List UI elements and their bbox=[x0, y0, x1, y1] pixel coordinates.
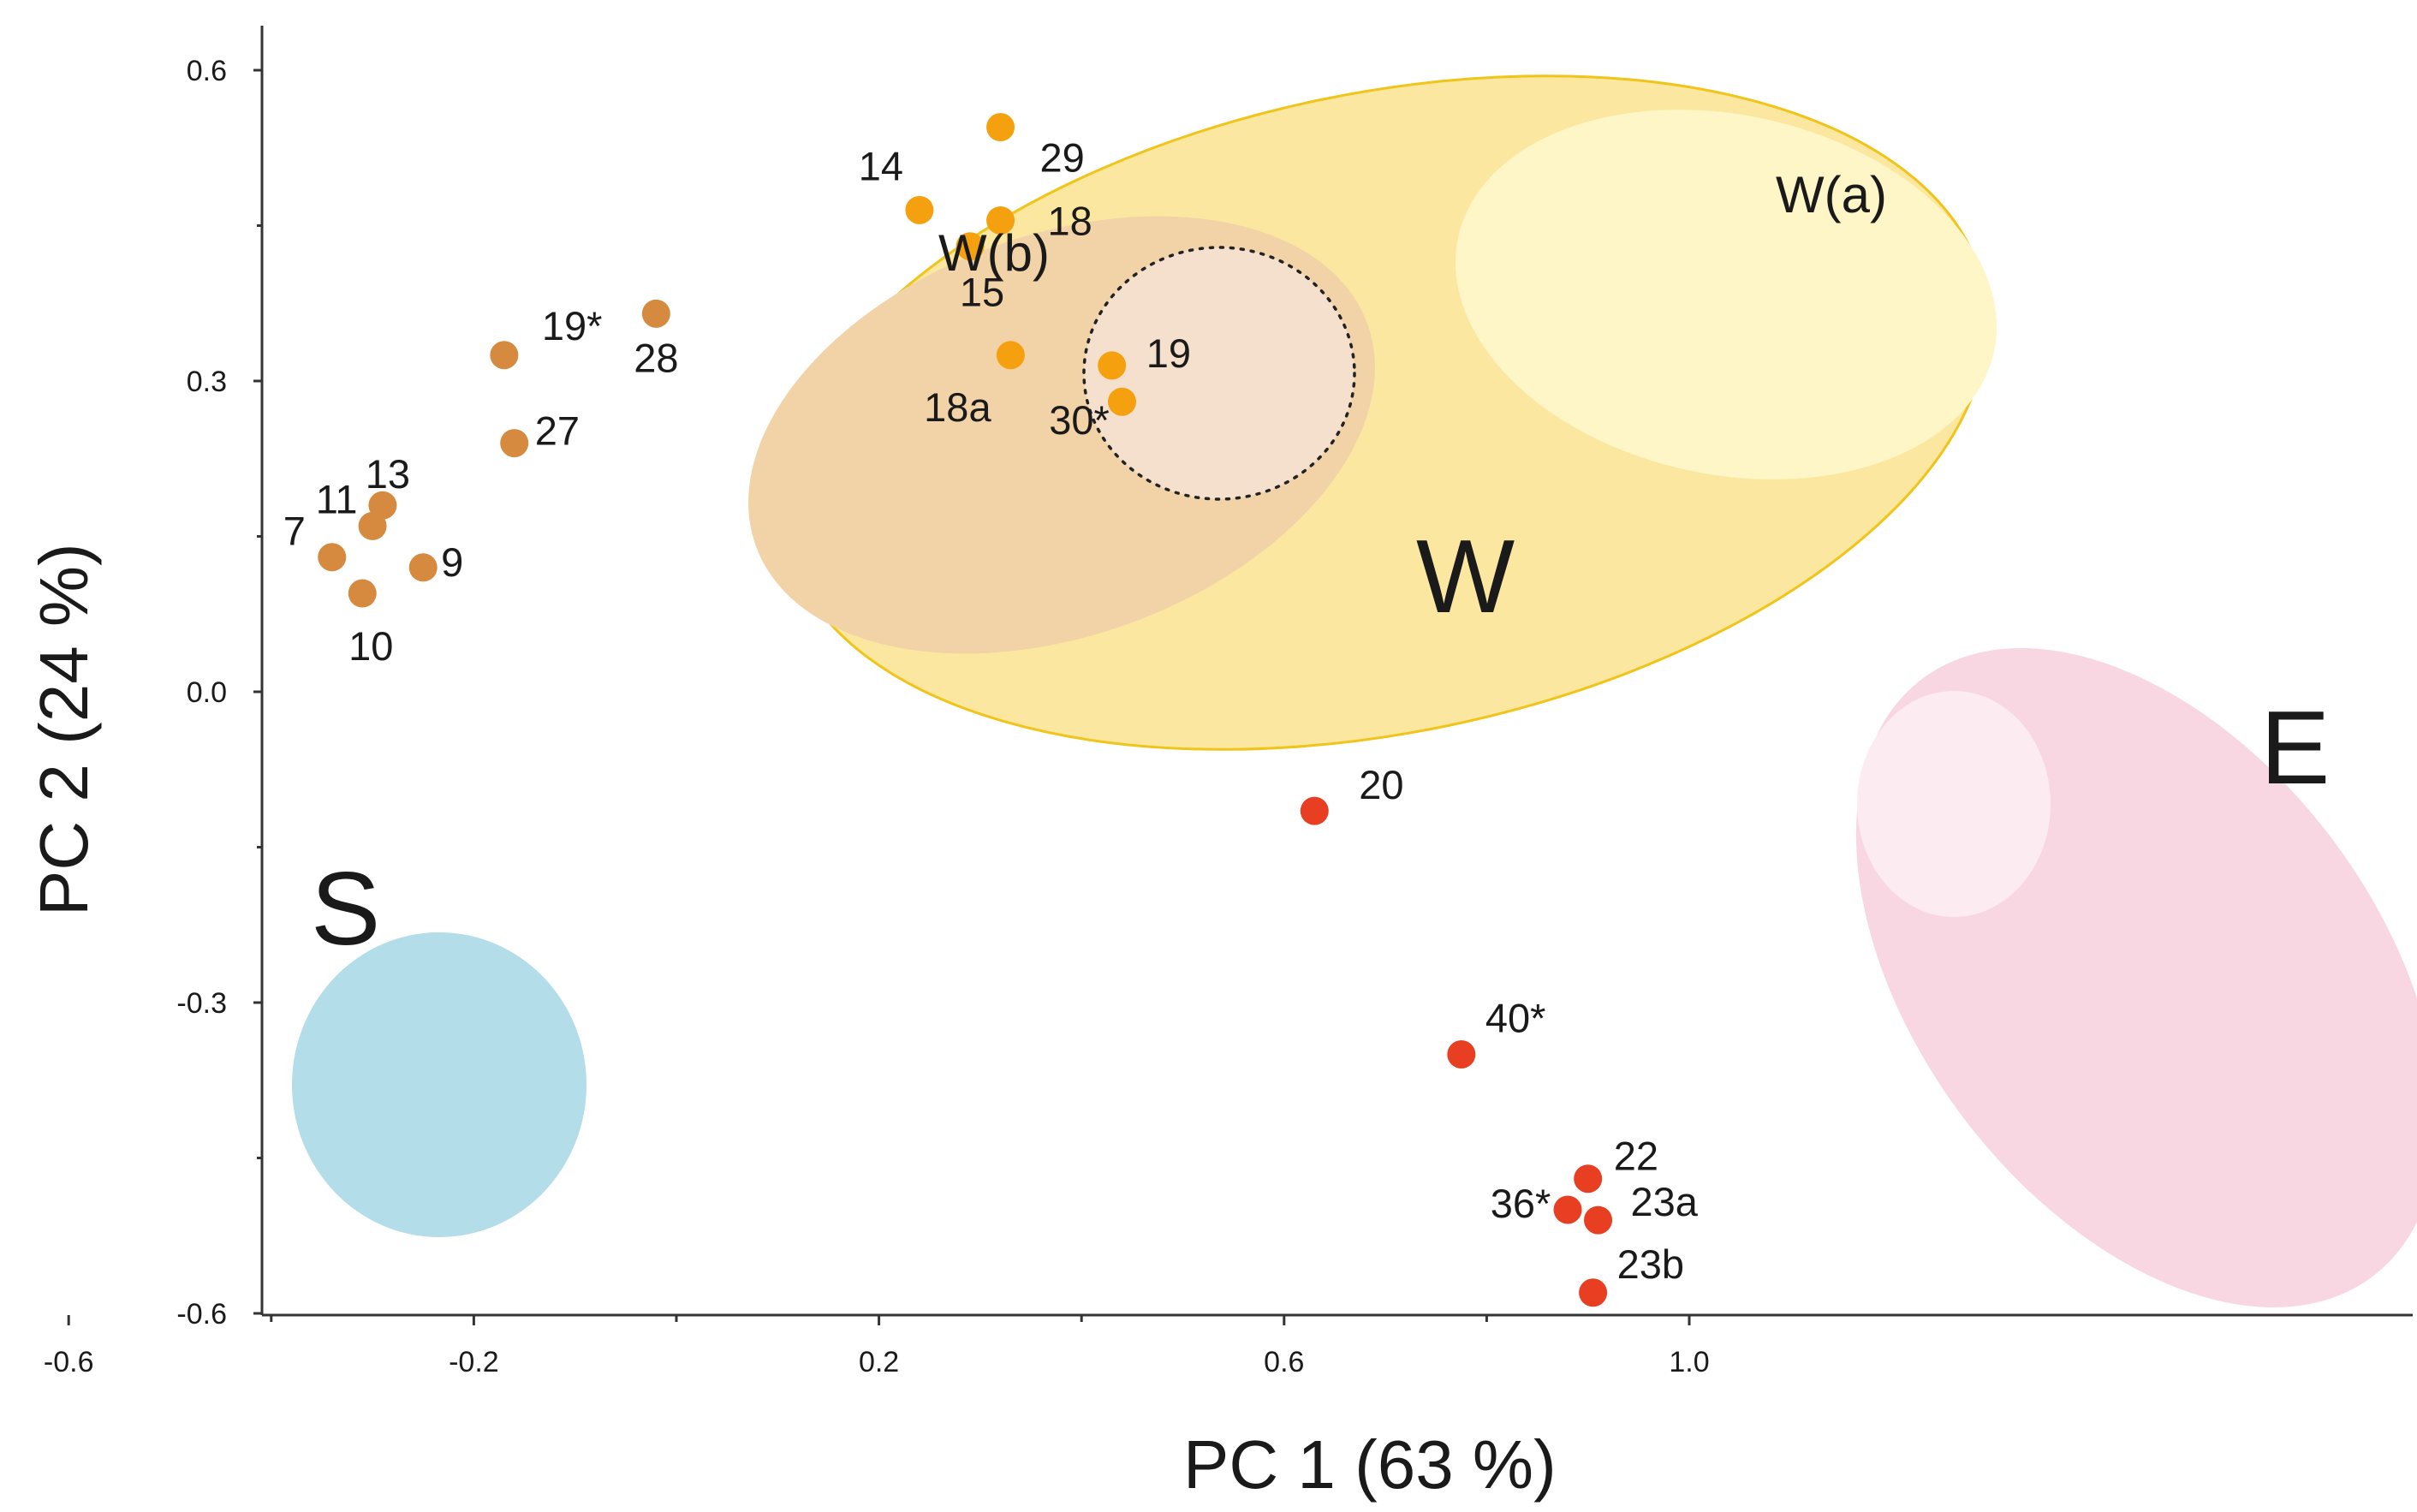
x-axis-title: PC 1 (63 %) bbox=[1183, 1426, 1557, 1503]
data-point bbox=[996, 341, 1025, 370]
y-tick-label: -0.6 bbox=[176, 1298, 227, 1330]
data-point bbox=[348, 579, 377, 608]
cluster-region-e-inner bbox=[1857, 691, 2051, 917]
point-label: 23a bbox=[1631, 1179, 1699, 1224]
point-label: 28 bbox=[634, 335, 678, 380]
data-point bbox=[318, 543, 347, 572]
group-label-w: W bbox=[1416, 518, 1515, 634]
point-label: 36* bbox=[1491, 1181, 1551, 1226]
data-point bbox=[641, 299, 670, 328]
x-tick-label: 0.2 bbox=[859, 1346, 899, 1378]
point-label: 20 bbox=[1359, 762, 1403, 807]
point-label: 40* bbox=[1485, 996, 1546, 1041]
data-point bbox=[1584, 1205, 1613, 1235]
cluster-region-e bbox=[1855, 648, 2417, 1307]
data-point bbox=[905, 195, 934, 224]
data-point bbox=[1574, 1164, 1603, 1194]
point-label: 23b bbox=[1617, 1241, 1684, 1287]
data-point bbox=[1300, 796, 1329, 825]
point-label: 14 bbox=[859, 143, 903, 188]
point-label: 18 bbox=[1048, 198, 1092, 243]
data-point bbox=[986, 205, 1015, 235]
x-tick-label: -0.2 bbox=[449, 1346, 499, 1378]
group-label-e: E bbox=[2260, 689, 2330, 806]
data-point bbox=[408, 553, 438, 582]
data-point bbox=[986, 113, 1015, 142]
point-label: 18a bbox=[924, 384, 991, 430]
data-point bbox=[1108, 387, 1137, 416]
data-point bbox=[490, 341, 519, 370]
group-label-w-a: W(a) bbox=[1776, 166, 1887, 223]
x-ticks: -1.0-0.6-0.20.20.61.0 bbox=[44, 1315, 1710, 1378]
data-point bbox=[1553, 1195, 1582, 1224]
x-tick-label: 1.0 bbox=[1669, 1346, 1709, 1378]
y-tick-label: 0.0 bbox=[187, 676, 227, 709]
series-w-a-: 14 15 18 29 18a 19 30* bbox=[859, 113, 1191, 443]
group-label-w-b: W(b) bbox=[938, 224, 1050, 282]
point-label: 10 bbox=[348, 623, 393, 669]
cluster-region-w-b-inner bbox=[1082, 246, 1356, 501]
point-label: 13 bbox=[366, 451, 410, 497]
data-point bbox=[955, 232, 985, 261]
y-tick-label: 0.6 bbox=[187, 55, 227, 87]
point-label: 19 bbox=[1146, 330, 1191, 376]
point-label: 22 bbox=[1614, 1134, 1658, 1179]
data-points: 124567910111319*27281415182918a1930*2040… bbox=[283, 113, 1699, 1307]
point-label: 9 bbox=[441, 539, 463, 585]
x-tick-label: 0.6 bbox=[1264, 1346, 1304, 1378]
group-labels: W(b) W(a) W E S bbox=[311, 166, 2330, 967]
data-point bbox=[500, 429, 529, 458]
group-label-s: S bbox=[311, 850, 380, 967]
data-point bbox=[368, 491, 397, 520]
cluster-regions bbox=[292, 74, 2417, 1307]
y-tick-label: -0.3 bbox=[176, 987, 227, 1020]
cluster-region-s bbox=[292, 932, 586, 1237]
point-label: 19* bbox=[542, 303, 603, 348]
y-ticks: 0.6 0.3 0.0 -0.3 -0.6 bbox=[176, 55, 262, 1330]
x-tick-label: -0.6 bbox=[44, 1346, 94, 1378]
data-point bbox=[1098, 351, 1127, 380]
data-point bbox=[1579, 1278, 1608, 1307]
y-tick-label: 0.3 bbox=[187, 366, 227, 398]
axes: -1.0-0.6-0.20.20.61.0 0.60.30.0-0.3-0.6 bbox=[44, 26, 2413, 1378]
series-e: 20 40* 22 36* 23a 23b bbox=[1300, 762, 1699, 1307]
point-label: 7 bbox=[283, 509, 306, 554]
point-label: 15 bbox=[960, 270, 1004, 315]
point-label: 11 bbox=[316, 476, 358, 521]
cluster-region-w-a bbox=[1455, 110, 1997, 479]
point-label: 30* bbox=[1049, 397, 1110, 443]
data-point bbox=[1447, 1040, 1476, 1069]
y-axis-title: PC 2 (24 %) bbox=[26, 543, 102, 916]
point-label: 29 bbox=[1040, 135, 1085, 181]
point-label: 27 bbox=[535, 408, 580, 454]
